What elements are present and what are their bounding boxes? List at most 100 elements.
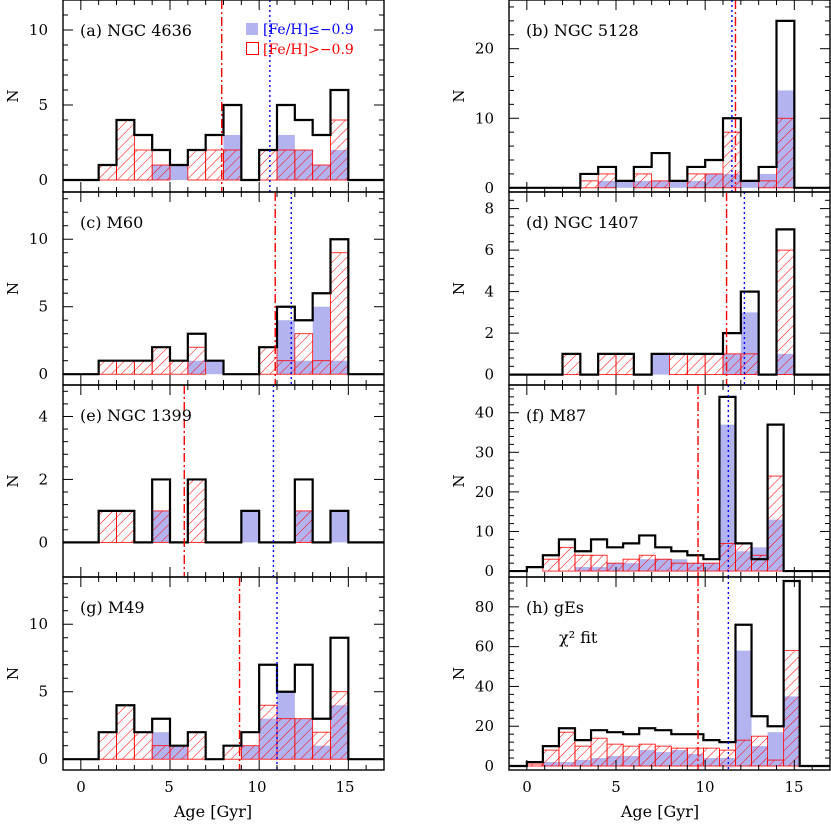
y-tick-label: 0 (484, 366, 494, 384)
bar-metal-rich (169, 745, 189, 760)
bar-metal-rich (758, 180, 777, 189)
y-tick-label: 80 (475, 598, 494, 616)
x-tick-label: 5 (164, 778, 174, 796)
bar-metal-rich (312, 360, 331, 375)
y-tick-label: 10 (29, 230, 48, 248)
bar-metal-rich (116, 704, 135, 760)
y-axis-label: N (450, 89, 468, 102)
panel-e: 0 2 4 N (e) NGC 1399 (4, 384, 385, 578)
bar-metal-poor (740, 180, 759, 188)
bar-metal-rich (187, 479, 207, 543)
x-tick-label: 0 (76, 778, 86, 796)
bar-metal-rich (312, 164, 331, 181)
legend: [Fe/H]≤−0.9 [Fe/H]>−0.9 (246, 22, 354, 58)
bar-metal-rich (686, 562, 704, 572)
x-tick-label: 10 (247, 778, 266, 796)
panel-g: 0 5 10 N (g) M49 (4, 576, 385, 771)
bar-metal-rich (151, 164, 171, 181)
x-axis-label: Age [Gyr] (620, 802, 699, 821)
bar-metal-rich (638, 554, 656, 572)
bar-metal-rich (597, 173, 617, 189)
y-tick-label: 4 (484, 283, 494, 301)
bar-metal-rich (638, 743, 656, 767)
y-tick-label: 10 (475, 522, 494, 540)
bar-metal-rich (702, 562, 720, 572)
y-tick-label: 8 (484, 200, 494, 218)
y-tick-label: 30 (475, 443, 494, 461)
panel-b: 0 10 20 N (b) NGC 5128 (450, 0, 831, 197)
y-axis-label: N (4, 474, 22, 487)
y-tick-label: 0 (38, 533, 48, 551)
y-tick-label: 0 (38, 365, 48, 383)
bar-metal-rich (590, 554, 608, 572)
panel-title: (c) M60 (80, 213, 143, 232)
bar-metal-rich (719, 749, 736, 767)
bar-metal-rich (276, 718, 296, 760)
bar-metal-rich (562, 353, 581, 376)
bar-metal-rich (574, 554, 592, 572)
bar-metal-rich (526, 763, 544, 767)
bar-metal-rich (735, 739, 752, 767)
x-axis-label: Age [Gyr] (173, 802, 252, 821)
y-tick-label: 0 (484, 757, 494, 775)
legend-swatch-metal-rich (246, 42, 259, 55)
bar-metal-poor (330, 510, 349, 543)
bar-metal-rich (258, 346, 278, 375)
bar-metal-rich (151, 510, 171, 543)
y-axis-label: N (450, 474, 468, 487)
y-tick-label: 10 (475, 109, 494, 127)
bar-metal-rich (223, 745, 242, 760)
x-tick-label: 5 (611, 778, 621, 796)
y-tick-label: 2 (484, 324, 494, 342)
bar-metal-rich (133, 731, 153, 760)
bar-metal-rich (98, 360, 117, 375)
bar-metal-rich (116, 119, 135, 181)
bar-metal-rich (669, 353, 688, 376)
bar-metal-rich (294, 510, 314, 543)
y-tick-label: 0 (38, 171, 48, 189)
bar-metal-poor (719, 424, 736, 572)
bar-metal-poor (669, 180, 688, 188)
bar-metal-rich (686, 747, 704, 767)
bar-metal-rich (622, 558, 640, 572)
bar-metal-rich (330, 119, 349, 181)
panel-c: 0 5 10 N (c) M60 (4, 191, 385, 386)
bar-metal-rich (722, 353, 742, 376)
legend-label-metal-rich: [Fe/H]>−0.9 (263, 42, 354, 58)
bar-metal-rich (740, 353, 760, 376)
bar-metal-rich (116, 510, 135, 543)
bar-metal-poor (616, 180, 634, 188)
bar-metal-rich (294, 333, 314, 375)
bar-metal-rich (597, 353, 617, 376)
bar-metal-rich (767, 475, 785, 572)
panel-title: (g) M49 (80, 598, 145, 617)
bar-metal-rich (686, 173, 706, 189)
bar-metal-rich (187, 346, 207, 375)
bar-metal-rich (258, 704, 278, 760)
y-tick-label: 40 (475, 677, 494, 695)
bar-metal-rich (633, 173, 653, 189)
panel-a: 0 5 10 N (a) NGC 4636 (4, 0, 385, 193)
bar-metal-rich (151, 745, 171, 760)
y-tick-label: 0 (38, 750, 48, 768)
x-tick-label: 0 (522, 778, 532, 796)
bar-metal-poor (205, 360, 224, 375)
bar-metal-poor (735, 650, 752, 767)
bar-metal-rich (704, 173, 724, 189)
y-tick-label: 5 (38, 96, 48, 114)
bar-metal-rich (294, 149, 314, 181)
legend-swatch-metal-poor (246, 23, 258, 35)
histogram-total (63, 478, 384, 544)
y-tick-label: 5 (38, 298, 48, 316)
bar-metal-rich (654, 558, 672, 572)
bar-metal-rich (276, 360, 296, 375)
bar-metal-rich (98, 510, 117, 543)
bar-metal-rich (240, 745, 260, 760)
panel-subtitle: χ² fit (559, 628, 598, 647)
bar-metal-rich (258, 149, 278, 181)
bar-metal-rich (574, 745, 592, 767)
y-axis-label: N (4, 667, 22, 680)
bar-metal-rich (590, 737, 608, 767)
